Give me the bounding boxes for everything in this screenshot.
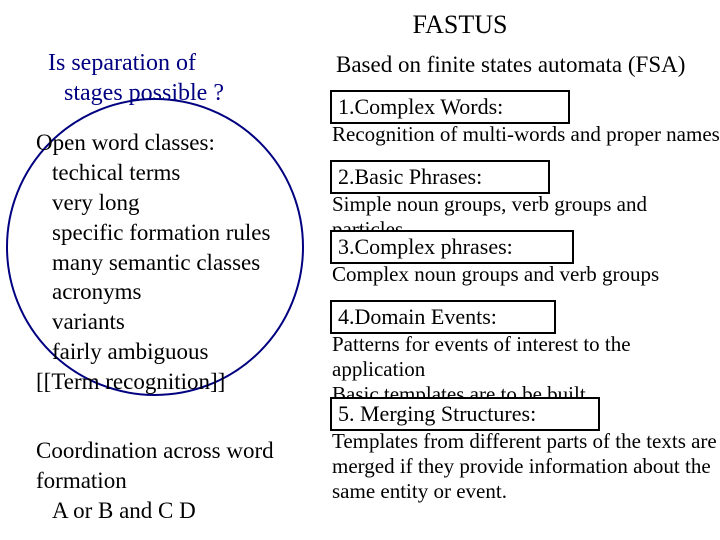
term-recognition: [[Term recognition]] bbox=[36, 367, 270, 397]
stage-box-2: 2.Basic Phrases: bbox=[330, 160, 550, 194]
page-title: FASTUS bbox=[0, 10, 720, 40]
fsa-subtitle: Based on finite states automata (FSA) bbox=[336, 52, 685, 78]
list-item: variants bbox=[36, 307, 270, 337]
list-item: fairly ambiguous bbox=[36, 337, 270, 367]
list-item: techical terms bbox=[36, 158, 270, 188]
stage-desc-line: Recognition of multi-words and proper na… bbox=[332, 122, 720, 147]
stage-box-4: 4.Domain Events: bbox=[330, 300, 556, 334]
list-item: acronyms bbox=[36, 277, 270, 307]
open-word-classes: Open word classes: techical terms very l… bbox=[36, 128, 270, 397]
stage-desc-5: Templates from different parts of the te… bbox=[332, 429, 717, 505]
stage-box-3: 3.Complex phrases: bbox=[330, 230, 574, 264]
question-line1: Is separation of bbox=[48, 48, 224, 78]
stage-desc-3: Complex noun groups and verb groups bbox=[332, 262, 659, 287]
coord-line3: A or B and C D bbox=[36, 496, 274, 526]
left-list-header: Open word classes: bbox=[36, 128, 270, 158]
stage-box-5: 5. Merging Structures: bbox=[330, 397, 600, 431]
stage-desc-line: Patterns for events of interest to the a… bbox=[332, 332, 720, 382]
stage-desc-1: Recognition of multi-words and proper na… bbox=[332, 122, 720, 147]
coord-line1: Coordination across word bbox=[36, 436, 274, 466]
stage-desc-line: same entity or event. bbox=[332, 479, 717, 504]
coord-line2: formation bbox=[36, 466, 274, 496]
stage-desc-line: Complex noun groups and verb groups bbox=[332, 262, 659, 287]
stage-box-1: 1.Complex Words: bbox=[330, 90, 570, 124]
separation-question: Is separation of stages possible ? bbox=[48, 48, 224, 108]
stage-desc-line: merged if they provide information about… bbox=[332, 454, 717, 479]
list-item: very long bbox=[36, 188, 270, 218]
stage-desc-line: Templates from different parts of the te… bbox=[332, 429, 717, 454]
coordination-block: Coordination across word formation A or … bbox=[36, 436, 274, 526]
list-item: many semantic classes bbox=[36, 248, 270, 278]
list-item: specific formation rules bbox=[36, 218, 270, 248]
question-line2: stages possible ? bbox=[48, 78, 224, 108]
